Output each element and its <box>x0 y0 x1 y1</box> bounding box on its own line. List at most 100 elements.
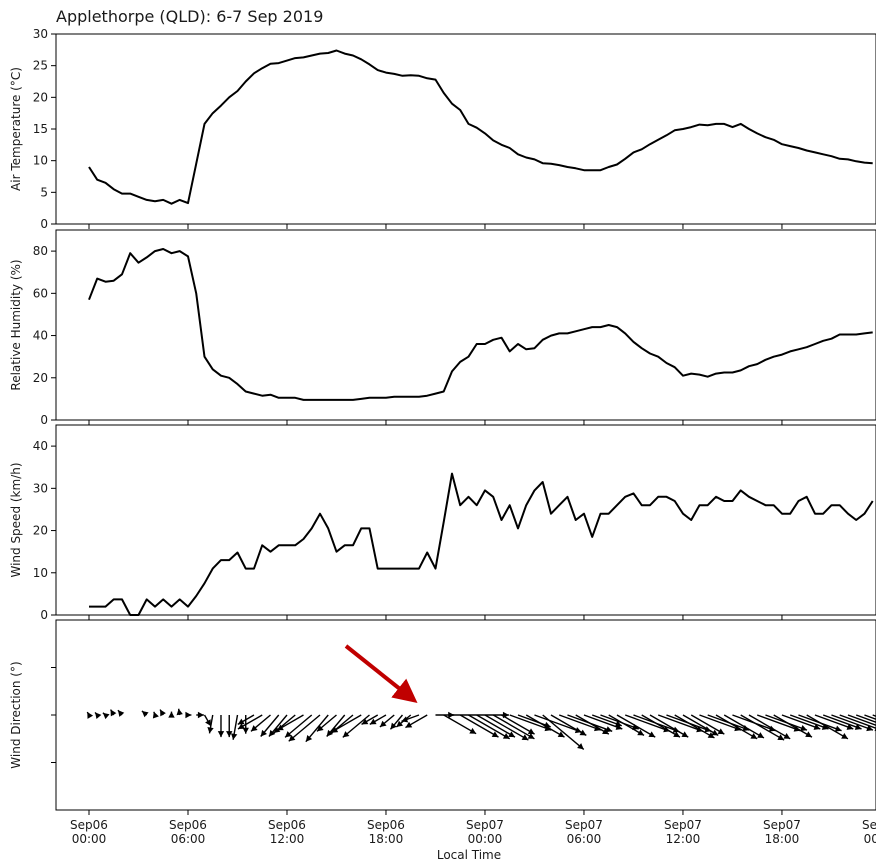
wind-direction-arrow-head <box>250 725 258 732</box>
relative-humidity-y-tick-label: 60 <box>33 286 48 300</box>
air-temperature-y-tick-label: 10 <box>33 154 48 168</box>
wind-direction-arrow <box>649 714 689 738</box>
air-temperature-y-tick-label: 20 <box>33 90 48 104</box>
wind-direction-arrow-shaft <box>616 714 656 738</box>
wind-direction-arrow <box>715 714 758 740</box>
wind-direction-arrow <box>231 714 239 740</box>
wind-direction-arrow <box>141 710 149 718</box>
wind-direction-arrow-head <box>207 726 214 734</box>
wind-direction-arrow-head <box>288 734 296 742</box>
wind-direction-arrow <box>305 714 329 743</box>
air-temperature-panel: Air Temperature (°C) 0 5 10 15 20 25 30 <box>9 27 876 231</box>
wind-direction-arrow <box>284 714 313 738</box>
wind-direction-arrow <box>501 714 535 735</box>
wind-direction-arrow <box>389 714 404 730</box>
wind-direction-arrow-head <box>305 735 313 742</box>
wind-direction-arrow-head <box>369 718 377 725</box>
wind-direction-arrow-shaft <box>814 714 854 730</box>
wind-direction-arrow <box>342 714 370 738</box>
relative-humidity-y-tick-label: 80 <box>33 244 48 258</box>
wind-direction-arrow <box>237 714 263 730</box>
wind-direction-arrow-head <box>502 733 510 739</box>
wind-direction-panel: Wind Direction (°) <box>9 619 876 815</box>
wind-direction-arrow-shaft <box>756 714 801 732</box>
wind-direction-arrow <box>748 714 791 740</box>
wind-direction-arrow-shaft <box>723 714 765 739</box>
x-tick-label-date: Sep06 <box>268 818 306 832</box>
wind-direction-arrow <box>226 715 233 738</box>
relative-humidity-y-label: Relative Humidity (%) <box>9 259 23 390</box>
wind-direction-arrow <box>608 714 645 737</box>
air-temperature-series-line <box>88 49 873 205</box>
wind-direction-arrow-shaft <box>459 714 499 738</box>
x-tick-label-time: 06:00 <box>567 832 602 846</box>
wind-direction-arrow-head <box>711 729 719 736</box>
wind-direction-arrow-shaft <box>847 714 876 726</box>
wind-direction-arrow <box>591 714 623 727</box>
wind-direction-arrow-shaft <box>657 714 704 732</box>
wind-direction-arrow-head <box>102 712 110 720</box>
wind-direction-arrow <box>814 714 854 730</box>
wind-direction-arrow-head <box>681 731 689 738</box>
wind-direction-arrow <box>690 714 725 735</box>
wind-speed-series-line <box>89 472 874 616</box>
wind-direction-arrow-shaft <box>534 714 582 733</box>
wind-direction-arrow-head <box>390 722 397 730</box>
wind-direction-arrow <box>176 708 183 716</box>
wind-direction-arrow-head <box>197 711 204 719</box>
wind-direction-arrow-head <box>750 733 758 739</box>
wind-direction-arrow-head <box>557 731 565 738</box>
wind-direction-arrow <box>109 709 117 717</box>
wind-direction-arrow-shaft <box>583 714 623 730</box>
x-tick-label-date: Sep07 <box>664 818 702 832</box>
wind-direction-arrow-head <box>777 734 785 741</box>
wind-direction-arrow-head <box>285 731 292 738</box>
wind-direction-arrow-shaft <box>839 714 876 729</box>
annotation-arrow <box>344 644 418 703</box>
wind-direction-arrow <box>316 714 337 732</box>
wind-direction-arrow-head <box>707 732 715 738</box>
wind-speed-y-label: Wind Speed (km/h) <box>9 462 23 577</box>
wind-direction-arrow <box>575 714 610 735</box>
wind-direction-arrow-head <box>276 724 284 731</box>
air-temperature-y-tick-label: 5 <box>40 185 48 199</box>
wind-direction-arrow <box>288 714 321 742</box>
air-temperature-frame <box>55 33 876 225</box>
wind-direction-arrow-head <box>117 710 125 717</box>
wind-speed-y-tick-label: 0 <box>40 608 48 622</box>
wind-direction-arrow-head <box>846 723 854 730</box>
wind-direction-arrow-head <box>237 723 245 730</box>
x-tick-label-date: Sep08 <box>862 818 876 832</box>
wind-direction-arrow <box>117 709 125 717</box>
wind-direction-arrow-head <box>527 733 535 739</box>
x-tick-label-date: Sep07 <box>466 818 504 832</box>
wind-direction-arrow <box>773 714 813 738</box>
wind-direction-arrow-head <box>168 711 175 718</box>
wind-direction-arrow-shaft <box>682 714 719 737</box>
wind-speed-panel: Wind Speed (km/h) 0 10 20 30 40 <box>9 424 876 622</box>
wind-direction-arrow-head <box>527 728 535 735</box>
x-tick-label-time: 18:00 <box>765 832 800 846</box>
wind-direction-arrow <box>723 714 765 739</box>
wind-direction-arrow-head <box>379 720 387 728</box>
wind-direction-arrow-head <box>361 718 369 725</box>
wind-speed-frame <box>55 424 876 616</box>
wind-direction-arrow-shaft <box>550 714 587 737</box>
wind-direction-arrow-shaft <box>558 714 601 731</box>
x-tick-label-time: 18:00 <box>369 832 404 846</box>
wind-direction-arrow-shaft <box>822 714 862 730</box>
wind-direction-arrow-head <box>342 731 350 738</box>
wind-direction-arrow <box>405 714 428 729</box>
wind-direction-arrow <box>250 714 271 732</box>
wind-direction-arrow <box>616 714 656 738</box>
wind-direction-arrow-head <box>396 720 404 728</box>
wind-speed-y-tick-label: 40 <box>33 439 48 453</box>
wind-direction-arrow-head <box>673 731 680 738</box>
wind-direction-arrow-head <box>648 731 656 738</box>
x-tick-label-date: Sep06 <box>367 818 405 832</box>
air-temperature-y-tick-label: 0 <box>40 217 48 231</box>
wind-direction-arrow <box>369 714 387 725</box>
wind-direction-arrow-shaft <box>773 714 813 738</box>
wind-direction-arrow <box>330 714 362 734</box>
wind-direction-arrow <box>740 714 785 741</box>
